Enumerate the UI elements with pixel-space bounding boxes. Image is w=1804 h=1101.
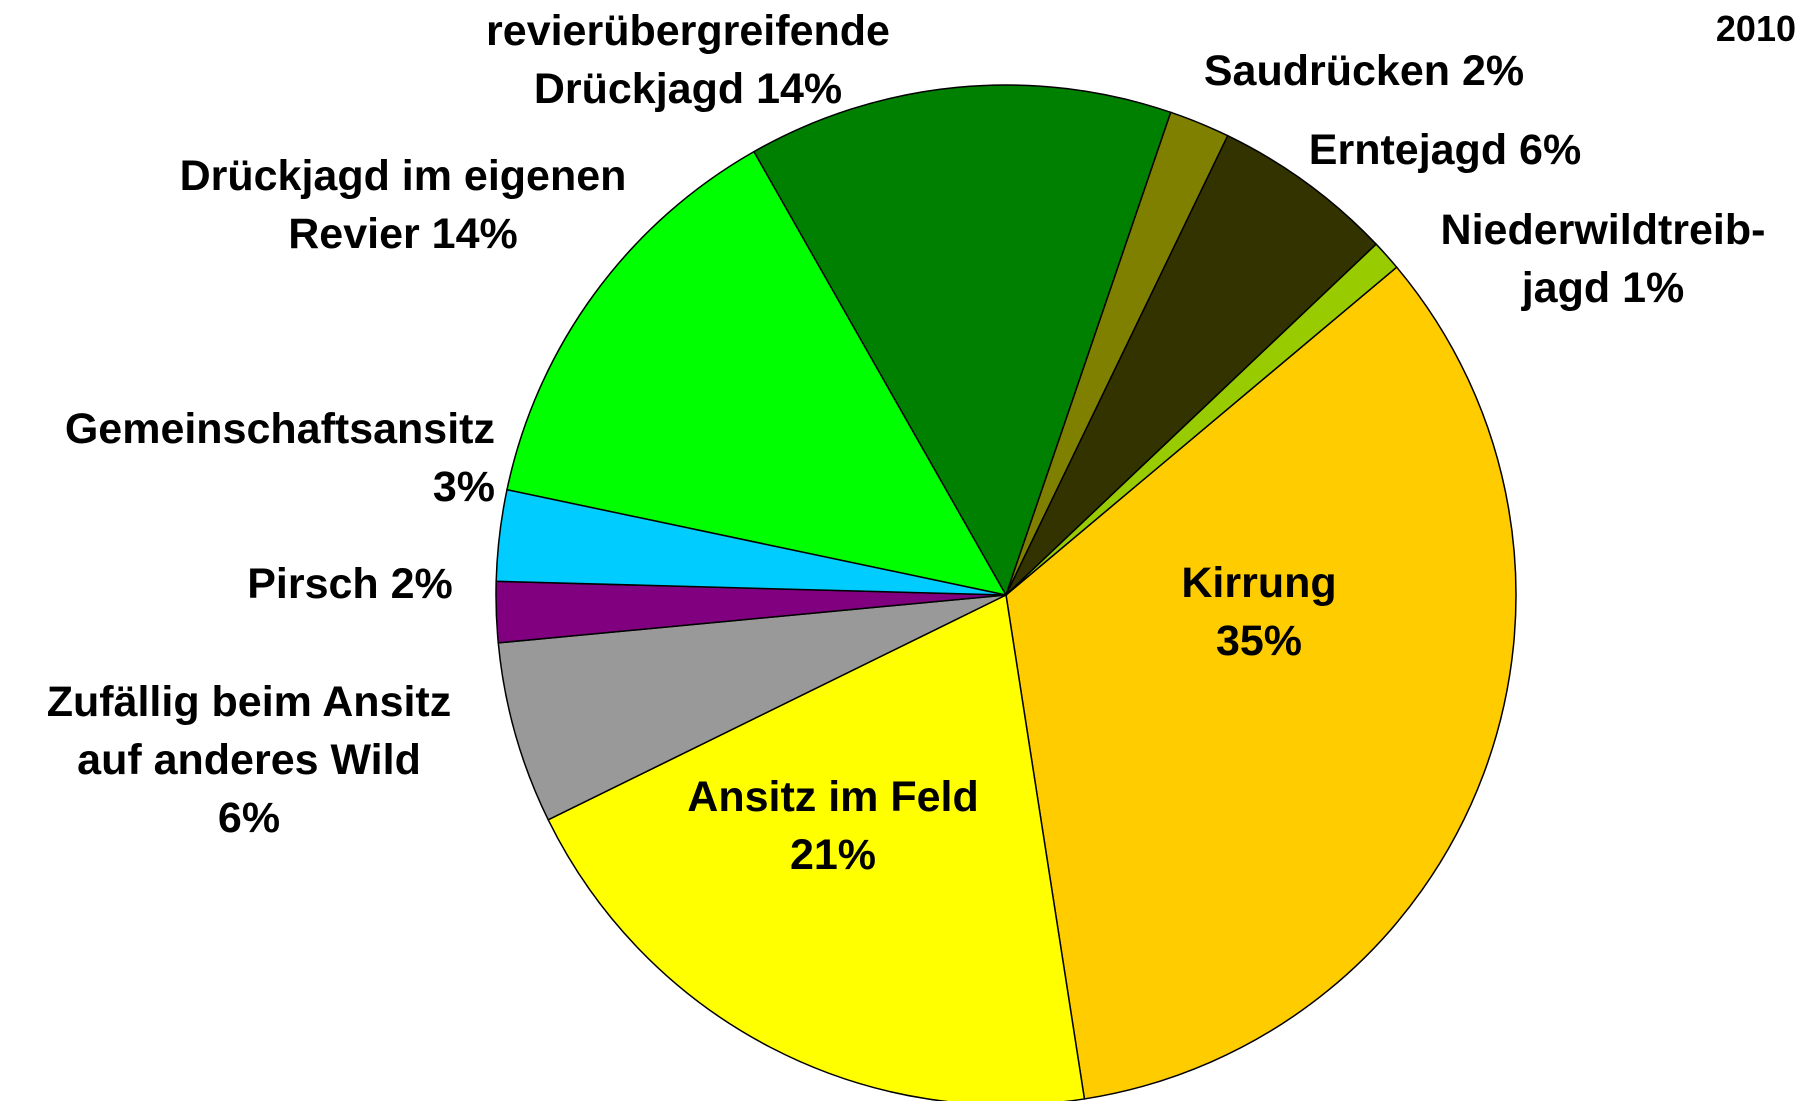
value-label: 21%: [789, 831, 877, 879]
slice-label: Drückjagd im eigenen Revier 14%: [168, 147, 638, 263]
value-label: 35%: [1215, 617, 1303, 665]
slice-label: Ansitz im Feld 21%: [633, 768, 1033, 884]
value-label: 2%: [1461, 47, 1525, 95]
pie-slice: [547, 593, 1086, 1101]
slice-label: Pirsch 2%: [200, 555, 500, 613]
slice-label: Kirrung 35%: [1109, 554, 1409, 670]
slice-label: Gemeinschaftsansitz 3%: [5, 400, 495, 516]
category-label: Kirrung: [1181, 559, 1337, 607]
category-label: Gemeinschaftsansitz: [64, 405, 495, 453]
value-label: 14%: [756, 65, 843, 113]
chart-title: 2010: [1715, 8, 1796, 49]
pie-slice: [752, 84, 1172, 597]
slice-label: Zufällig beim Ansitz auf anderes Wild 6%: [14, 673, 484, 847]
slice-label: Niederwildtreib-jagd 1%: [1413, 201, 1793, 317]
pie-slice: [497, 594, 1007, 821]
value-label: 14%: [431, 210, 518, 258]
category-label: Ansitz im Feld: [687, 773, 979, 821]
slice-label: Erntejagd 6%: [1195, 121, 1695, 179]
category-label: Saudrücken: [1203, 47, 1451, 95]
value-label: 3%: [432, 463, 495, 511]
category-label: Pirsch: [247, 560, 379, 608]
slice-label: revierübergreifende Drückjagd 14%: [458, 2, 918, 118]
value-label: 6%: [217, 794, 281, 842]
category-label: Drückjagd im eigenen Revier: [179, 152, 627, 258]
pie-slice: [1005, 266, 1517, 1100]
pie-slice: [1005, 243, 1398, 596]
value-label: 6%: [1519, 126, 1582, 174]
pie-slice: [506, 150, 1008, 597]
category-label: revierübergreifende Drückjagd: [486, 7, 890, 113]
category-label: Erntejagd: [1308, 126, 1508, 174]
slice-label: Saudrücken 2%: [1114, 42, 1614, 100]
category-label: Zufällig beim Ansitz auf anderes Wild: [46, 678, 452, 784]
value-label: 1%: [1622, 264, 1685, 312]
value-label: 2%: [390, 560, 453, 608]
pie-slice: [1005, 134, 1378, 596]
category-label: Niederwildtreib-jagd: [1440, 206, 1766, 312]
